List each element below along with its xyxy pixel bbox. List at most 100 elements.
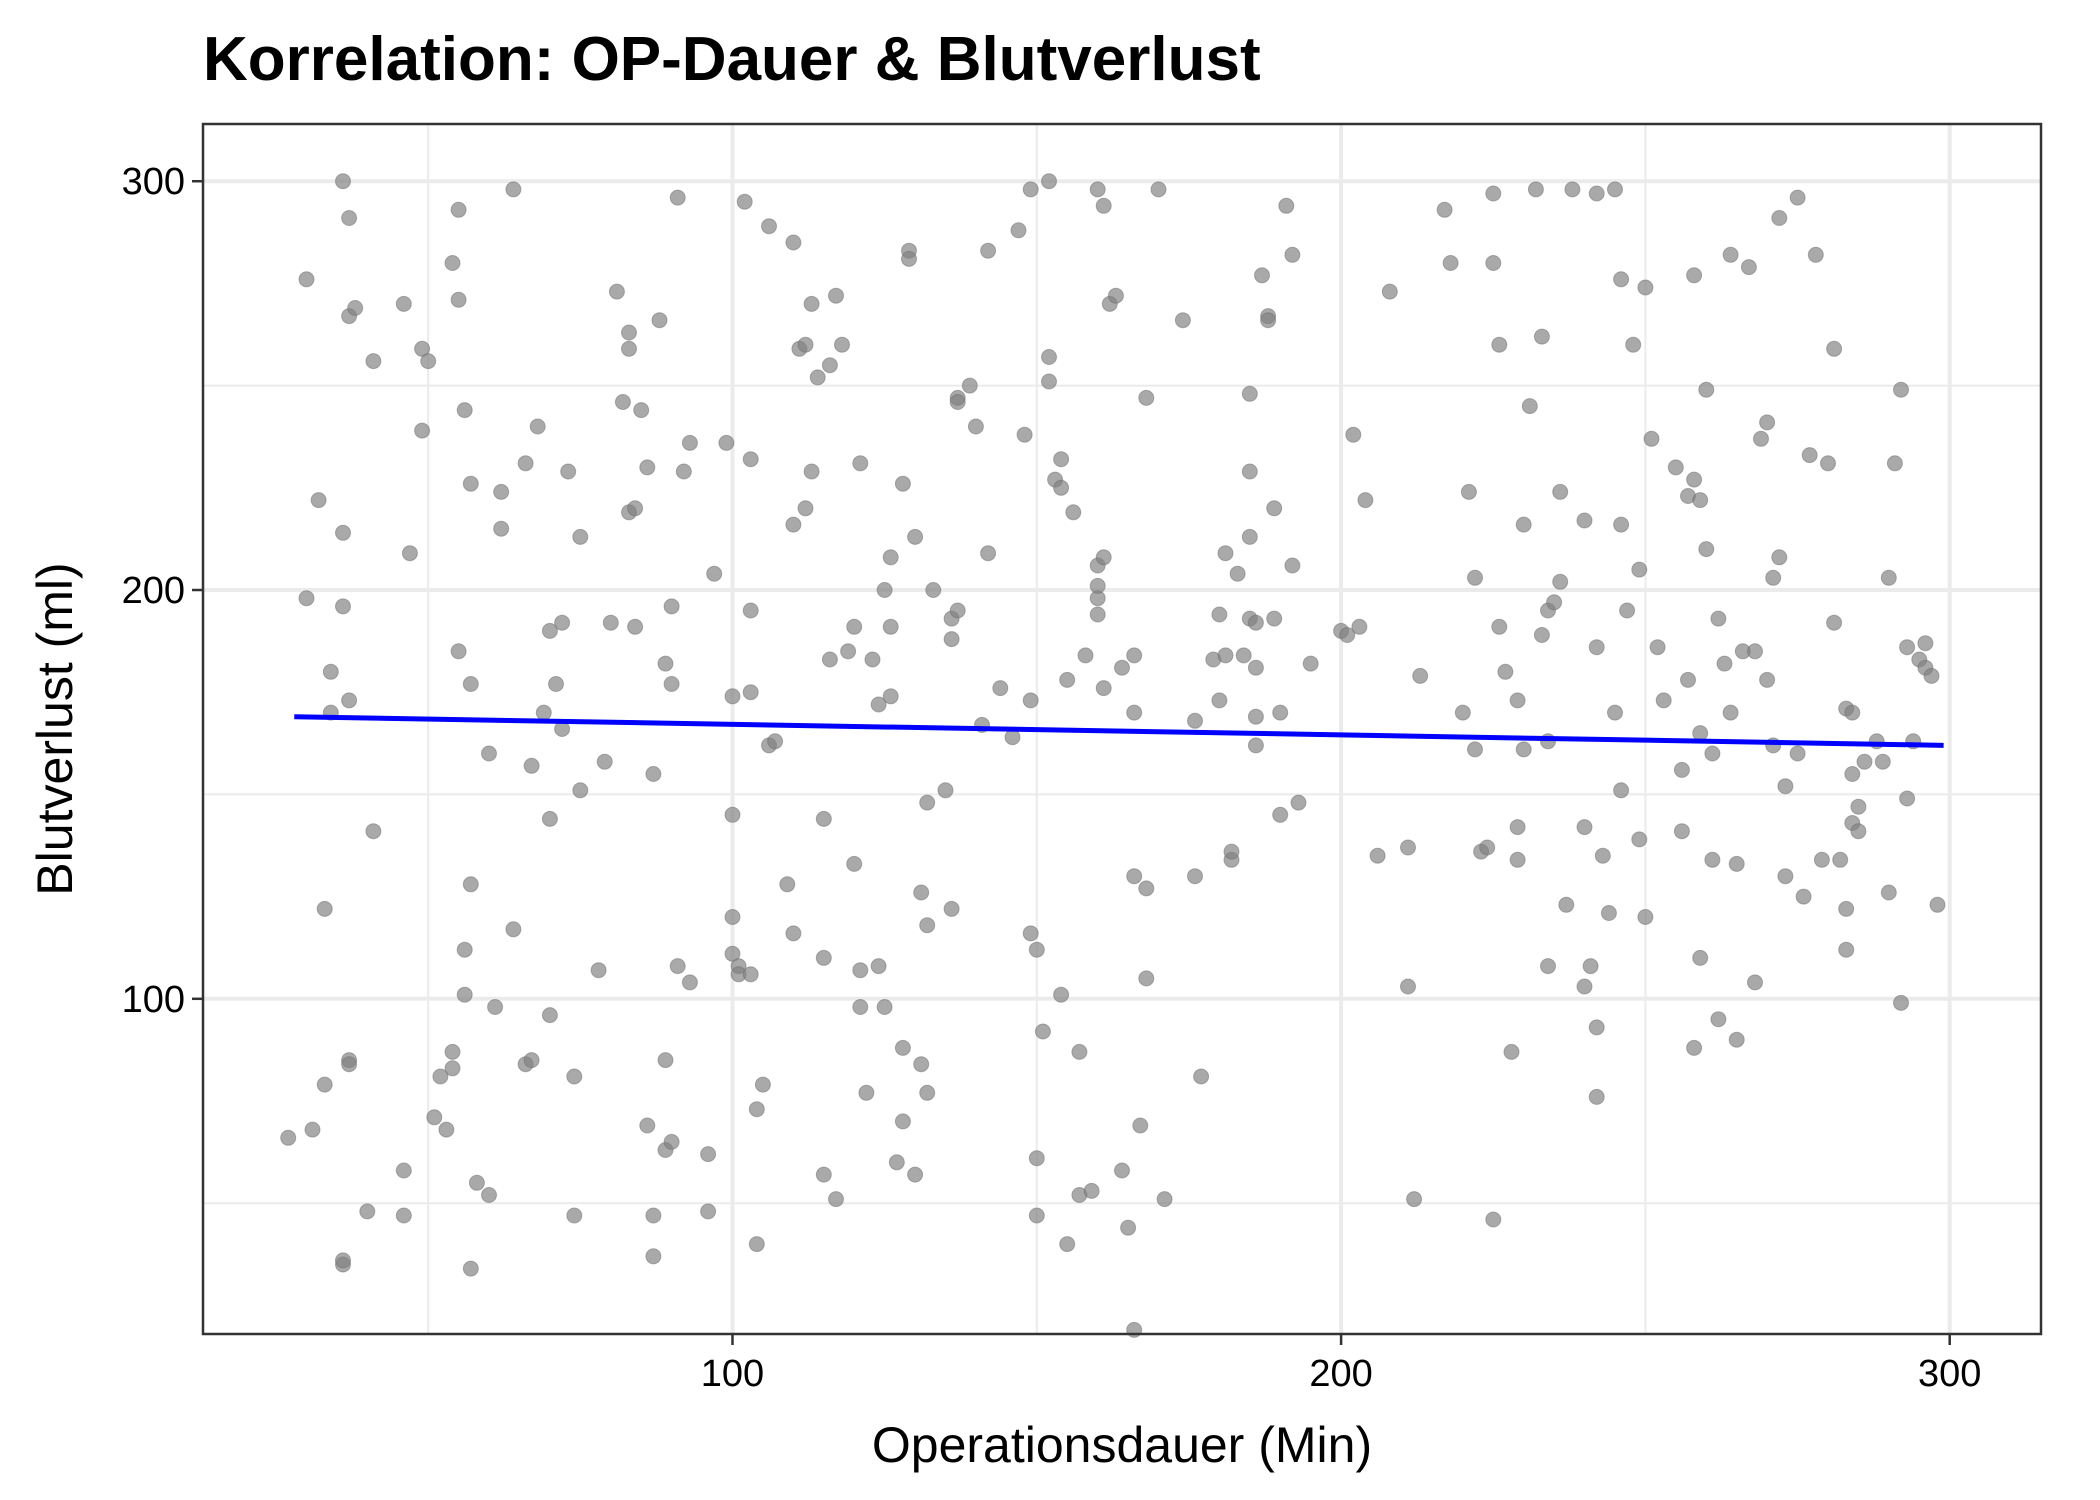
data-point bbox=[1722, 704, 1739, 721]
data-point bbox=[663, 1133, 680, 1150]
data-point bbox=[1789, 745, 1806, 762]
data-point bbox=[907, 528, 924, 545]
data-point bbox=[1546, 594, 1563, 611]
data-point bbox=[1686, 471, 1703, 488]
data-point bbox=[785, 516, 802, 533]
data-point bbox=[1345, 426, 1362, 443]
data-point bbox=[1728, 1031, 1745, 1048]
data-point bbox=[828, 1191, 844, 1208]
data-point bbox=[1704, 745, 1721, 762]
data-point bbox=[675, 463, 692, 480]
data-point bbox=[1588, 185, 1605, 202]
data-point bbox=[517, 455, 534, 472]
data-point bbox=[493, 483, 510, 500]
data-point bbox=[1509, 692, 1526, 709]
data-point bbox=[639, 1117, 656, 1134]
panel-border bbox=[201, 122, 2043, 1336]
data-point bbox=[864, 651, 881, 668]
data-point bbox=[1095, 680, 1112, 697]
data-point bbox=[1010, 222, 1027, 239]
data-point bbox=[742, 451, 759, 468]
data-point bbox=[1509, 819, 1526, 836]
data-point bbox=[468, 1174, 485, 1191]
data-point bbox=[1692, 949, 1709, 966]
data-point bbox=[1588, 1088, 1605, 1105]
data-point bbox=[1655, 692, 1672, 709]
data-point bbox=[1503, 1043, 1520, 1060]
data-point bbox=[529, 418, 546, 435]
data-point bbox=[1022, 925, 1039, 942]
data-point bbox=[1521, 398, 1538, 415]
data-point bbox=[761, 218, 777, 235]
data-point bbox=[669, 958, 686, 975]
data-point bbox=[335, 524, 351, 541]
x-axis-title: Operationsdauer (Min) bbox=[872, 1417, 1372, 1473]
data-point bbox=[1765, 569, 1782, 586]
data-point bbox=[298, 590, 315, 607]
data-point bbox=[1400, 978, 1416, 995]
data-point bbox=[1211, 692, 1228, 709]
data-point bbox=[797, 336, 814, 353]
data-point bbox=[1777, 868, 1794, 885]
data-point bbox=[1454, 704, 1471, 721]
data-point bbox=[1588, 639, 1605, 656]
data-point bbox=[700, 1146, 717, 1163]
data-point bbox=[919, 1084, 936, 1101]
data-point bbox=[1826, 340, 1843, 357]
data-point bbox=[548, 676, 564, 692]
data-point bbox=[438, 1121, 455, 1138]
y-axis: 100 200 300 bbox=[122, 161, 203, 1021]
data-point bbox=[1187, 868, 1203, 885]
data-point bbox=[1509, 851, 1526, 868]
data-point bbox=[645, 766, 662, 782]
data-point bbox=[1022, 181, 1039, 198]
data-point bbox=[1485, 255, 1502, 271]
data-point bbox=[1174, 312, 1191, 329]
data-point bbox=[1692, 725, 1709, 742]
data-point bbox=[1229, 565, 1246, 582]
data-point bbox=[560, 463, 577, 480]
data-point bbox=[1613, 271, 1630, 288]
data-point bbox=[444, 1043, 461, 1060]
data-point bbox=[462, 1260, 479, 1277]
data-point bbox=[541, 622, 558, 639]
data-point bbox=[1053, 479, 1070, 496]
data-point bbox=[316, 1076, 333, 1093]
data-point bbox=[621, 340, 637, 357]
data-point bbox=[1150, 181, 1167, 198]
chart-title: Korrelation: OP-Dauer & Blutverlust bbox=[203, 25, 1261, 94]
data-point bbox=[639, 459, 656, 476]
data-point bbox=[1771, 210, 1788, 226]
data-point bbox=[541, 1007, 558, 1024]
data-point bbox=[870, 958, 887, 975]
data-point bbox=[1272, 704, 1289, 721]
data-point bbox=[748, 1101, 765, 1118]
data-point bbox=[767, 733, 784, 750]
data-point bbox=[888, 1154, 905, 1171]
data-point bbox=[657, 655, 674, 672]
data-point bbox=[1722, 246, 1739, 263]
data-point bbox=[1747, 643, 1763, 660]
data-point bbox=[1856, 753, 1873, 770]
plot-panel bbox=[201, 122, 2043, 1338]
data-point bbox=[395, 1162, 412, 1179]
data-point bbox=[834, 336, 850, 353]
data-point bbox=[1479, 839, 1496, 856]
y-tick-label: 300 bbox=[122, 161, 185, 203]
data-point bbox=[1771, 549, 1788, 566]
data-point bbox=[590, 962, 607, 979]
data-point bbox=[821, 357, 838, 374]
data-point bbox=[341, 692, 358, 709]
data-point bbox=[700, 1203, 717, 1220]
data-point bbox=[414, 422, 431, 439]
data-point bbox=[1704, 851, 1721, 868]
data-point bbox=[432, 1068, 449, 1085]
data-point bbox=[1041, 373, 1057, 390]
data-point bbox=[1893, 381, 1909, 398]
data-point bbox=[1552, 573, 1569, 590]
data-point bbox=[785, 234, 802, 251]
data-point bbox=[456, 941, 473, 958]
data-point bbox=[1089, 577, 1106, 594]
data-point bbox=[1576, 512, 1593, 529]
